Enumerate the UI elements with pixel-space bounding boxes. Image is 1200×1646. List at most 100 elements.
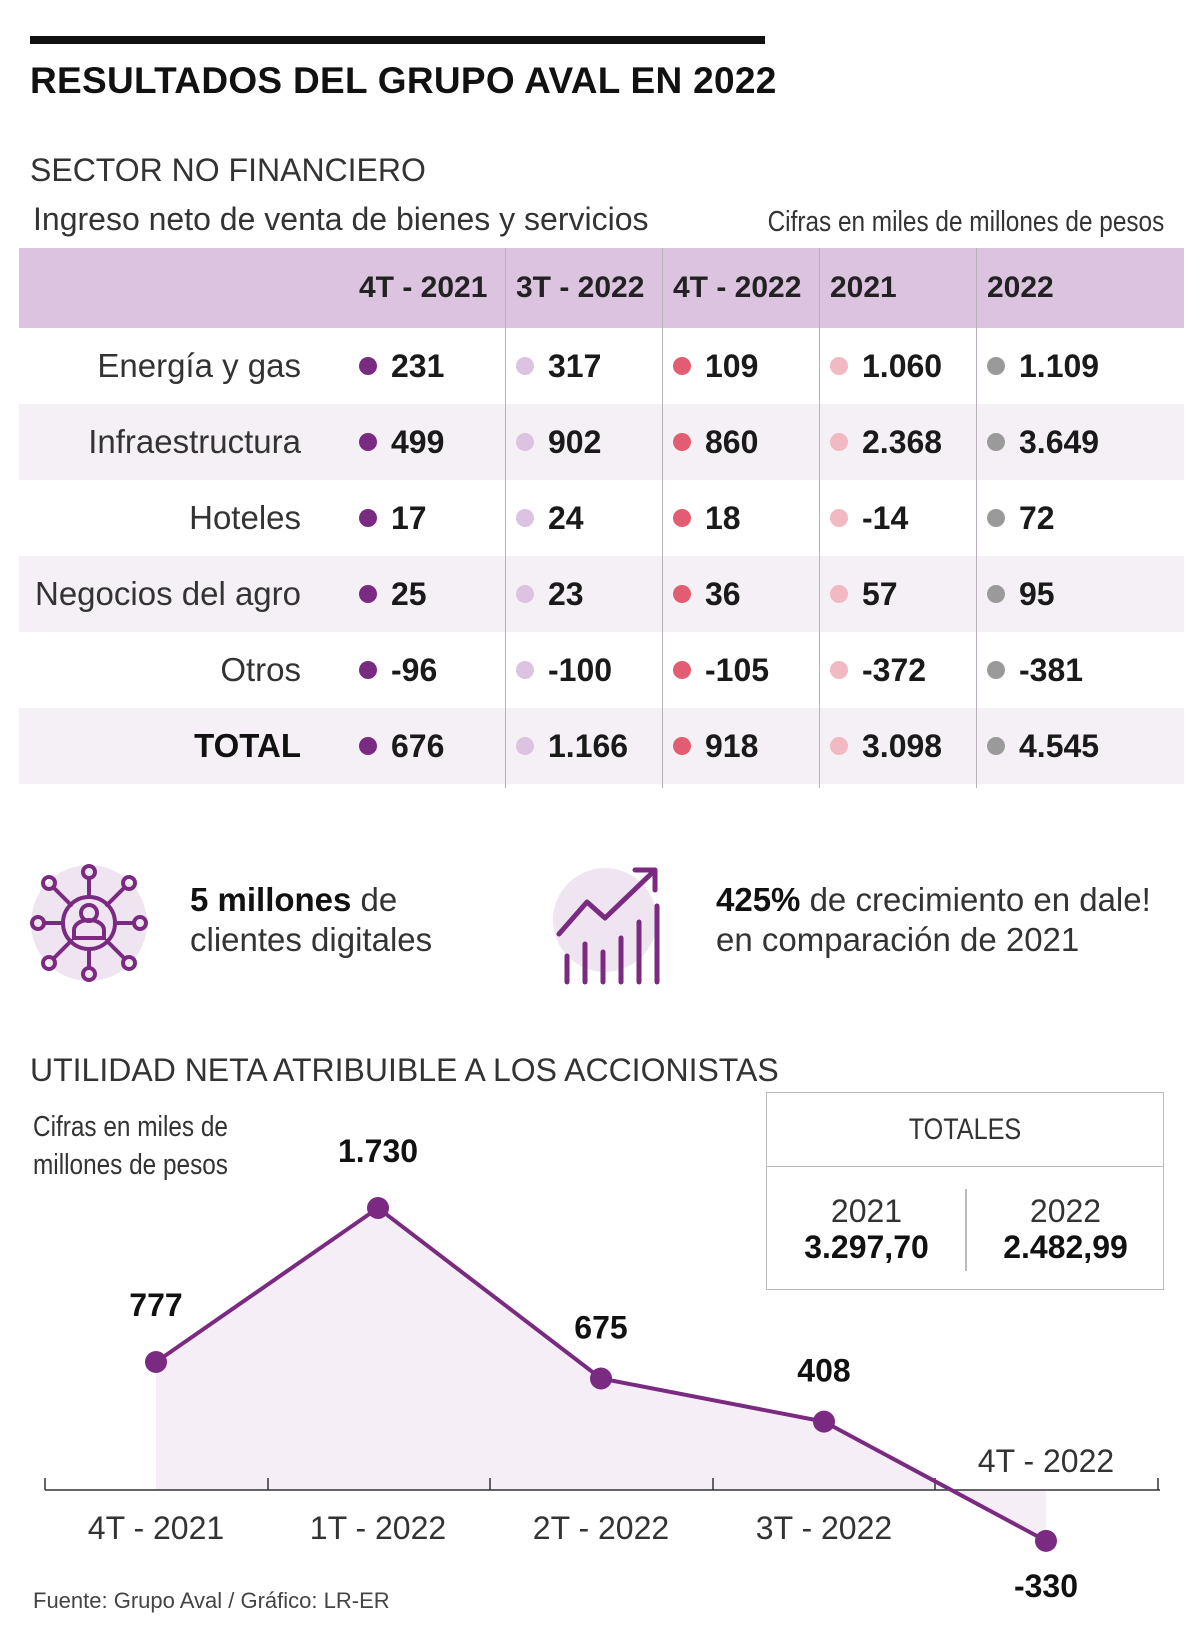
legend-dot [359,509,377,527]
x-tick-label: 3T - 2022 [756,1510,892,1546]
legend-dot [673,357,691,375]
table-cell: 3.649 [1019,424,1100,460]
total-year: 2022 [1029,1193,1102,1229]
table-cell: 4.545 [1019,728,1100,764]
chart-area [156,1208,952,1490]
legend-dot [673,509,691,527]
legend-dot [830,357,848,375]
data-point [1035,1529,1057,1552]
total-value: 3.297,70 [804,1229,929,1265]
column-header: 3T - 2022 [516,271,645,304]
table-subtitle: Ingreso neto de venta de bienes y servic… [33,201,649,237]
revenue-table: 4T - 2021 3T - 2022 4T - 2022 2021 2022 … [19,248,1184,788]
table-row: Negocios del agro 25 23 36 57 95 [19,556,1184,632]
x-tick-label: 4T - 2022 [978,1443,1114,1479]
column-divider [819,248,820,788]
table-cell: 1.166 [548,728,629,764]
legend-dot [516,433,534,451]
page-title: RESULTADOS DEL GRUPO AVAL EN 2022 [30,60,777,101]
data-point [145,1351,167,1373]
table-body: Energía y gas 231 317 109 1.060 1.109 Infraest… [19,328,1184,784]
data-point [813,1410,835,1433]
table-cell: 1.060 [862,348,943,384]
table-row: Infraestructura 499 902 860 2.368 3.649 [19,404,1184,480]
legend-dot [359,433,377,451]
legend-dot [673,737,691,755]
table-cell: 1.109 [1019,348,1100,384]
section-title: SECTOR NO FINANCIERO [30,152,426,188]
total-2022: 2022 2.482,99 [966,1193,1165,1265]
legend-dot [987,737,1005,755]
table-cell: 36 [705,576,741,612]
total-2021: 2021 3.297,70 [767,1193,966,1265]
legend-dot [830,737,848,755]
legend-dot [987,661,1005,679]
table-cell: 24 [548,500,584,536]
table-cell: -14 [862,500,909,536]
data-point [590,1367,612,1390]
table-cell: -372 [862,652,927,688]
totals-header: TOTALES [767,1093,1163,1167]
table-cell: -96 [391,652,438,688]
row-label: Hoteles [189,499,301,536]
table-cell: 3.098 [862,728,943,764]
stat-text: en comparación de 2021 [716,921,1080,958]
table-cell: 499 [391,424,445,460]
chart-units-line: millones de pesos [33,1149,228,1181]
legend-dot [830,661,848,679]
data-point [367,1197,389,1219]
legend-dot [673,433,691,451]
network-user-icon [28,862,150,989]
stat-highlight: 425% [716,881,801,918]
data-label: 675 [574,1309,627,1345]
table-units-note: Cifras en miles de millones de pesos [767,206,1164,238]
table-cell: 23 [548,576,584,612]
x-tick-label: 2T - 2022 [533,1510,669,1546]
table-cell: 72 [1019,500,1055,536]
table-header-row: 4T - 2021 3T - 2022 4T - 2022 2021 2022 [19,248,1184,328]
growth-stat: 425% de crecimiento en dale! en comparac… [716,880,1151,960]
legend-dot [516,509,534,527]
table-cell: 2.368 [862,424,943,460]
column-divider [662,248,663,788]
total-year: 2021 [830,1193,903,1229]
table-row: Otros -96 -100 -105 -372 -381 [19,632,1184,708]
chart-title: UTILIDAD NETA ATRIBUIBLE A LOS ACCIONIST… [30,1052,779,1088]
legend-dot [359,585,377,603]
row-label: Energía y gas [97,347,301,384]
legend-dot [830,585,848,603]
table-cell: 17 [391,500,427,536]
legend-dot [987,433,1005,451]
legend-dot [673,661,691,679]
row-label: Infraestructura [88,423,301,460]
table-cell: 918 [705,728,759,764]
x-tick-label: 4T - 2021 [88,1510,224,1546]
table-cell: 317 [548,348,602,384]
column-header: 2021 [830,271,897,304]
x-tick-label: 1T - 2022 [310,1510,446,1546]
stat-text: de [351,881,398,918]
table-row: Hoteles 17 24 18 -14 72 [19,480,1184,556]
data-label: 408 [797,1353,850,1389]
chart-units-note: Cifras en miles de millones de pesos [33,1108,228,1184]
totals-box: TOTALES 2021 3.297,70 2022 2.482,99 [766,1092,1164,1290]
table-cell: -381 [1019,652,1084,688]
row-label: TOTAL [194,727,301,764]
total-value: 2.482,99 [1003,1229,1128,1265]
data-label: 777 [129,1287,182,1323]
table-cell: 902 [548,424,602,460]
totals-divider [965,1189,967,1271]
table-cell: 676 [391,728,445,764]
legend-dot [830,509,848,527]
stat-text: clientes digitales [190,921,433,958]
table-cell: 18 [705,500,741,536]
data-label: 1.730 [338,1133,418,1169]
legend-dot [359,661,377,679]
legend-dot [516,661,534,679]
column-header: 4T - 2022 [673,271,802,304]
legend-dot [987,509,1005,527]
table-row: TOTAL 676 1.166 918 3.098 4.545 [19,708,1184,784]
legend-dot [516,585,534,603]
chart-units-line: Cifras en miles de [33,1111,228,1143]
